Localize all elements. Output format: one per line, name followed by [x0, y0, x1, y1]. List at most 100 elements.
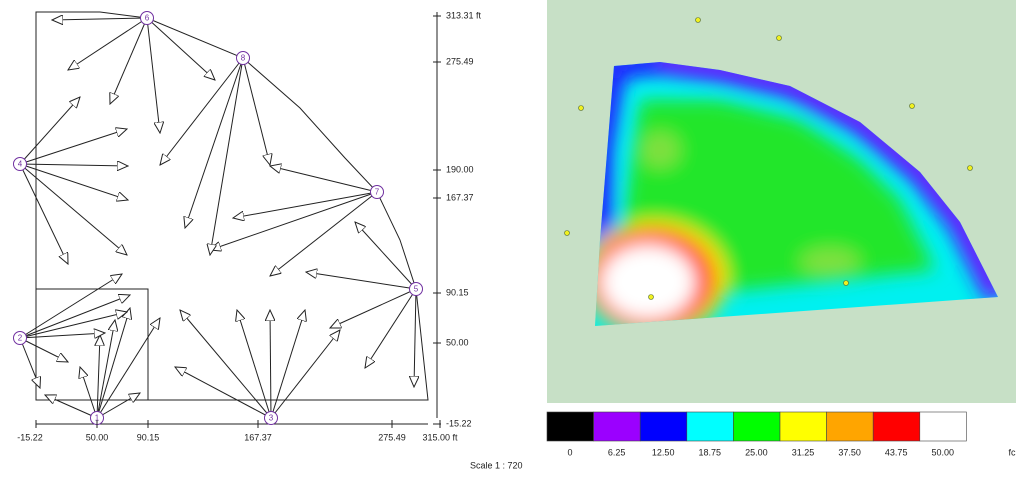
- aim-arrow: [365, 288, 417, 368]
- node-label: 7: [375, 188, 380, 197]
- node-label: 5: [414, 285, 419, 294]
- aim-arrow: [270, 330, 340, 419]
- aim-arrow: [96, 320, 115, 419]
- aim-arrow: [270, 310, 271, 419]
- legend-label: 6.25: [608, 447, 626, 457]
- legend-label: 31.25: [792, 447, 815, 457]
- legend-swatch: [872, 411, 921, 442]
- legend-label: 18.75: [699, 447, 722, 457]
- floor-plan: [35, 11, 438, 425]
- legend: 0 6.25 12.50 18.75 25.00 31.25 37.50 43.75 50.00…: [546, 411, 1016, 457]
- aim-arrow: [146, 17, 160, 133]
- marker-dot: [776, 35, 782, 41]
- legend-swatch: [546, 411, 594, 442]
- aim-arrow: [96, 393, 140, 419]
- dimensions: -15.22 50.00 90.15 167.37 275.49 315.00 ft 313…: [17, 10, 481, 442]
- legend-label: 43.75: [885, 447, 908, 457]
- aim-arrow: [19, 163, 127, 255]
- aim-arrow: [233, 191, 378, 218]
- luminaire-markers: [564, 17, 973, 300]
- marker-dot: [564, 230, 570, 236]
- luminaire: [264, 411, 278, 425]
- aim-arrows: [19, 17, 417, 419]
- x-dimension: 90.15: [137, 432, 160, 442]
- aim-arrow: [96, 318, 160, 419]
- aim-arrow: [45, 395, 98, 419]
- legend-label: 37.50: [838, 447, 861, 457]
- aim-arrow: [160, 57, 244, 165]
- aim-arrow: [414, 288, 416, 387]
- aim-arrow: [19, 337, 40, 388]
- aim-arrow: [19, 163, 128, 200]
- luminaires: 1 2 3 4 5 6 7 8: [13, 11, 423, 425]
- node-label: 2: [18, 334, 23, 343]
- marker-dot: [695, 17, 701, 23]
- aim-arrow: [355, 222, 417, 290]
- x-dimension: 315.00 ft: [422, 432, 458, 442]
- aim-arrow: [146, 17, 215, 80]
- legend-swatch: [733, 411, 781, 442]
- aim-arrow: [185, 57, 244, 228]
- marker-dot: [967, 165, 973, 171]
- luminaire: [236, 51, 250, 65]
- legend-label: 12.50: [652, 447, 675, 457]
- y-dimension: 167.37: [446, 192, 474, 202]
- node-label: 1: [95, 414, 100, 423]
- marker-dot: [648, 294, 654, 300]
- aim-arrow: [330, 288, 417, 328]
- legend-swatch: [826, 411, 874, 442]
- luminaire: [140, 11, 154, 25]
- legend-swatch: [919, 411, 967, 442]
- aim-arrow: [19, 337, 68, 362]
- y-dimension: 90.15: [446, 287, 469, 297]
- aim-arrow: [19, 129, 127, 165]
- legend-swatch: [639, 411, 688, 442]
- y-dimension: -15.22: [446, 418, 472, 428]
- aim-arrow: [52, 18, 148, 20]
- legend-swatch: [593, 411, 641, 442]
- marker-dot: [843, 280, 849, 286]
- luminaire: [370, 185, 384, 199]
- aim-arrow: [110, 17, 148, 104]
- aim-arrow: [96, 308, 130, 419]
- legend-label: 50.00: [932, 447, 955, 457]
- aim-arrow: [180, 310, 272, 419]
- scale-text: Scale 1 : 720: [470, 460, 523, 470]
- legend-swatch: [686, 411, 734, 442]
- legend-unit: fc: [1008, 447, 1016, 457]
- aim-arrow: [237, 310, 272, 419]
- aim-arrow: [80, 367, 98, 419]
- node-label: 8: [241, 54, 246, 63]
- y-dimension: 275.49: [446, 56, 474, 66]
- aim-arrow: [175, 367, 272, 419]
- aim-arrow: [306, 272, 417, 290]
- aim-arrow: [19, 274, 122, 339]
- x-dimension: -15.22: [17, 432, 43, 442]
- legend-swatch: [779, 411, 827, 442]
- aim-arrow: [210, 57, 244, 255]
- aim-arrow: [97, 335, 100, 419]
- aim-arrow: [270, 310, 305, 419]
- aim-arrow: [270, 191, 378, 276]
- aim-arrow: [19, 97, 80, 165]
- legend-label: 25.00: [745, 447, 768, 457]
- x-dimension: 167.37: [244, 432, 272, 442]
- luminaire: [409, 282, 423, 296]
- aim-arrow: [19, 333, 105, 338]
- aim-arrow: [270, 166, 378, 193]
- aim-arrow: [19, 312, 127, 339]
- y-dimension: 313.31 ft: [446, 10, 482, 20]
- aim-arrow: [19, 163, 68, 264]
- marker-dot: [578, 105, 584, 111]
- aim-arrow: [19, 295, 130, 339]
- x-dimension: 275.49: [378, 432, 406, 442]
- node-label: 6: [145, 14, 150, 23]
- luminaire: [13, 157, 27, 171]
- legend-label: 0: [567, 447, 572, 457]
- y-dimension: 190.00: [446, 164, 474, 174]
- y-dimension: 50.00: [446, 337, 469, 347]
- marker-dot: [909, 103, 915, 109]
- aim-arrow: [68, 17, 148, 70]
